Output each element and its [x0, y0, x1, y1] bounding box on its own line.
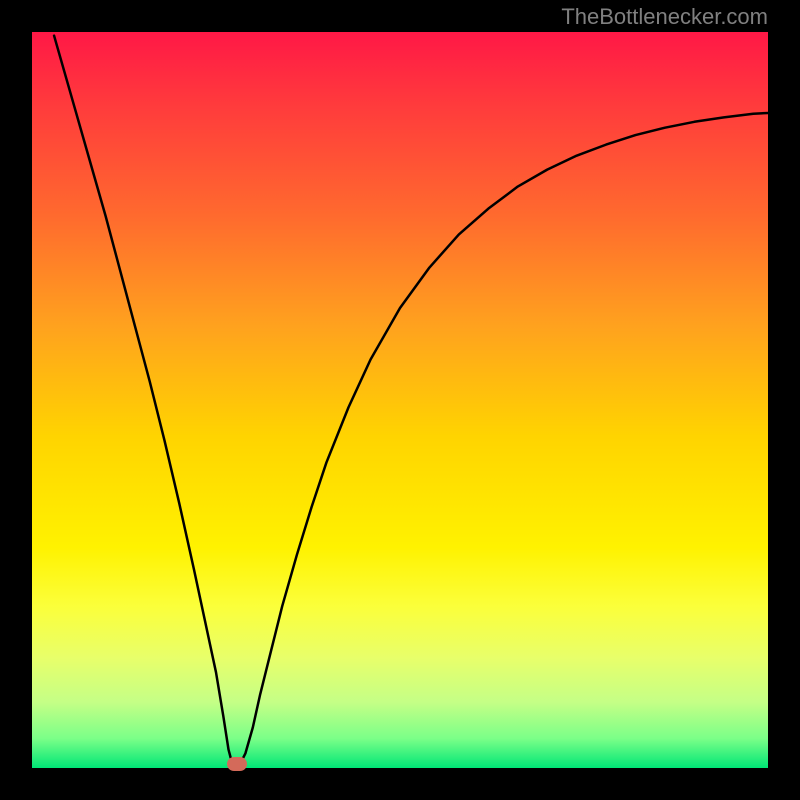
chart-root: { "canvas": { "width": 800, "height": 80…: [0, 0, 800, 800]
optimum-marker: [227, 757, 247, 771]
plot-area: [32, 32, 768, 768]
watermark-text: TheBottlenecker.com: [561, 4, 768, 30]
